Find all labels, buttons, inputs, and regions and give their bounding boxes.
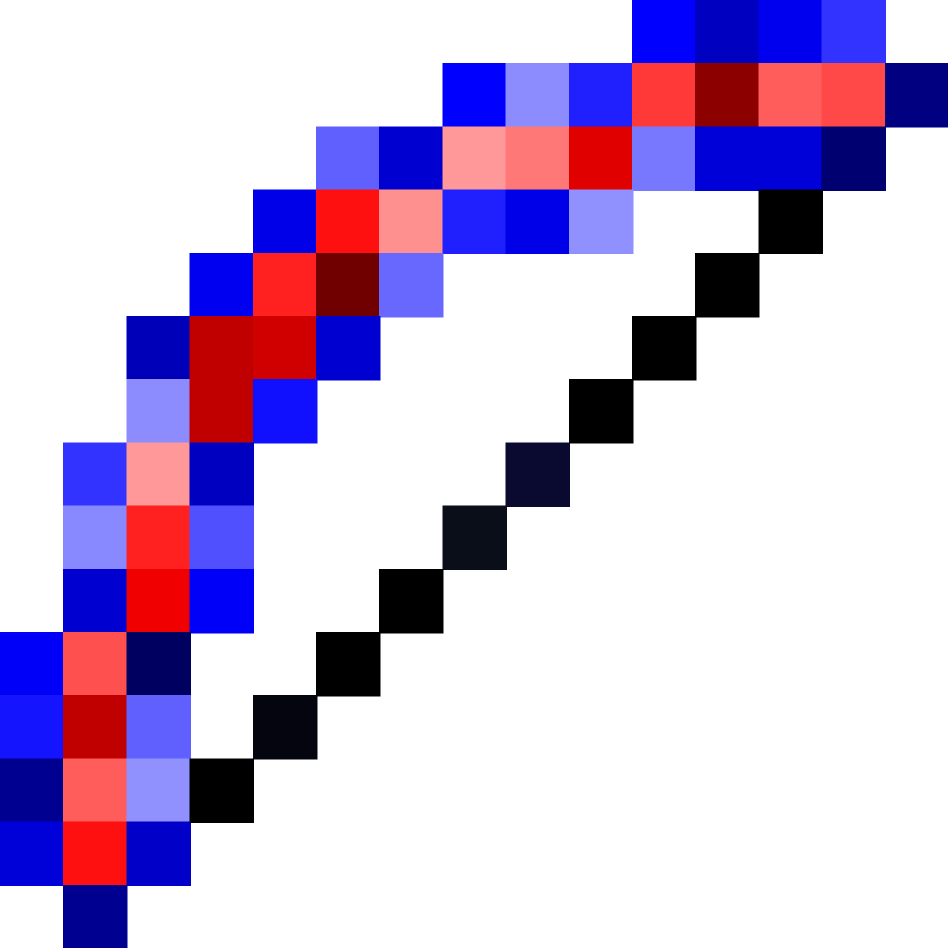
pixel xyxy=(379,252,444,318)
pixel xyxy=(189,442,255,507)
pixel xyxy=(505,126,571,191)
pixel xyxy=(379,568,444,634)
pixel xyxy=(189,568,255,634)
pixel xyxy=(252,316,318,381)
pixel xyxy=(442,126,507,191)
pixel xyxy=(189,758,255,823)
pixel xyxy=(316,126,381,191)
pixel xyxy=(63,884,128,948)
pixel xyxy=(505,63,571,128)
pixel xyxy=(568,189,634,255)
pixel xyxy=(63,821,128,887)
pixel xyxy=(632,0,697,65)
pixel xyxy=(126,758,191,823)
pixel xyxy=(379,126,444,191)
pixel xyxy=(316,189,381,255)
pixel xyxy=(442,63,507,128)
pixel xyxy=(695,0,760,65)
pixel xyxy=(0,632,65,697)
pixel xyxy=(126,316,191,381)
bow-string xyxy=(189,189,823,823)
pixel xyxy=(0,758,65,823)
pixel xyxy=(252,695,318,760)
pixel xyxy=(758,126,823,191)
pixel xyxy=(758,0,823,65)
pixel xyxy=(568,126,634,191)
pixel xyxy=(821,63,887,128)
pixel xyxy=(821,0,887,65)
pixel xyxy=(63,758,128,823)
pixel xyxy=(821,126,887,191)
pixel xyxy=(505,189,571,255)
pixel xyxy=(316,252,381,318)
pixel xyxy=(316,316,381,381)
pixel xyxy=(126,632,191,697)
pixel xyxy=(695,126,760,191)
pixel xyxy=(568,63,634,128)
pixel xyxy=(884,63,948,128)
pixel xyxy=(189,316,255,381)
pixel xyxy=(63,632,128,697)
pixel xyxy=(189,379,255,444)
pixel xyxy=(0,695,65,760)
pixel xyxy=(632,316,697,381)
pixel xyxy=(189,252,255,318)
pixel xyxy=(632,126,697,191)
pixel xyxy=(126,379,191,444)
pixel xyxy=(63,505,128,571)
pixel xyxy=(632,63,697,128)
pixel xyxy=(126,821,191,887)
pixel xyxy=(695,252,760,318)
pixel xyxy=(63,442,128,507)
pixel xyxy=(442,505,507,571)
pixel xyxy=(695,63,760,128)
pixel xyxy=(505,442,571,507)
pixel xyxy=(126,568,191,634)
pixel xyxy=(126,442,191,507)
pixel xyxy=(252,189,318,255)
pixel xyxy=(0,821,65,887)
pixel xyxy=(379,189,444,255)
pixel xyxy=(252,252,318,318)
pixel xyxy=(189,505,255,571)
pixel xyxy=(63,568,128,634)
pixel xyxy=(126,695,191,760)
pixel xyxy=(442,189,507,255)
pixel xyxy=(126,505,191,571)
pixel xyxy=(758,189,823,255)
pixel xyxy=(316,632,381,697)
pixel xyxy=(758,63,823,128)
pixel xyxy=(63,695,128,760)
pixel xyxy=(568,379,634,444)
pixel xyxy=(252,379,318,444)
